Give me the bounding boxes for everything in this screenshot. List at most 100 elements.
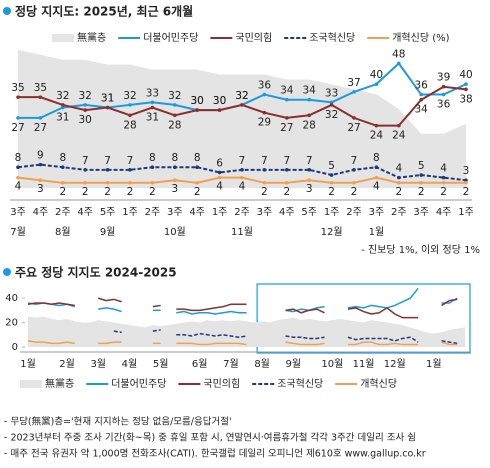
y-tick-label: 20 <box>5 318 18 329</box>
data-label: 4 <box>15 181 22 193</box>
x-tick-label: 4주 <box>279 207 295 218</box>
data-label: 31 <box>101 93 114 105</box>
data-label: 3 <box>171 183 178 195</box>
legend-label: 더불어민주당 <box>111 378 166 390</box>
x-tick-label: 4월 <box>122 358 138 370</box>
point <box>285 168 289 172</box>
point <box>217 108 222 112</box>
point <box>16 175 20 180</box>
point <box>262 92 267 97</box>
x-tick-label: 3주 <box>369 207 385 218</box>
y-tick-label: 40 <box>5 293 18 304</box>
x-tick-label: 2주 <box>391 207 407 218</box>
data-label: 31 <box>101 93 114 105</box>
line <box>152 304 161 308</box>
data-label: 7 <box>239 155 246 167</box>
data-label: 2 <box>82 186 89 198</box>
data-label: 32 <box>123 90 136 102</box>
point <box>128 181 132 185</box>
point <box>195 181 199 185</box>
point <box>150 100 155 105</box>
month-label: 9월 <box>100 226 116 238</box>
data-label: 32 <box>56 90 69 102</box>
data-label: 2 <box>395 186 402 198</box>
point <box>173 178 177 183</box>
point <box>150 165 155 170</box>
area <box>18 49 466 188</box>
highlight-box <box>256 283 471 354</box>
data-label: 2 <box>463 186 470 198</box>
point <box>397 175 401 180</box>
chart-title: 주요 정당 지지도 2024-2025 <box>15 265 177 280</box>
point <box>240 168 244 172</box>
legend-label: 無黨층 <box>77 31 106 44</box>
point <box>240 175 244 180</box>
data-label: 33 <box>146 87 159 99</box>
point <box>83 108 87 112</box>
note: - 2023년부터 주중 조사 기간(화~목) 중 휴일 포함 시, 연말연시·… <box>4 432 416 444</box>
point <box>441 181 446 185</box>
point <box>38 116 43 120</box>
legend-swatch <box>20 380 42 388</box>
point <box>352 116 356 120</box>
data-label: 24 <box>392 130 406 142</box>
x-tick-label: 2주 <box>55 207 71 218</box>
data-label: 38 <box>459 93 472 105</box>
data-label: 4 <box>440 163 447 175</box>
month-label: 7월 <box>10 226 26 238</box>
data-label: 27 <box>280 122 293 134</box>
legend-label: 더불어민주당 <box>143 32 198 44</box>
point <box>83 168 87 172</box>
data-label: 2 <box>440 186 447 198</box>
data-label: 35 <box>11 82 24 94</box>
data-label: 27 <box>347 122 360 134</box>
data-label: 7 <box>351 155 358 167</box>
point <box>262 181 267 185</box>
line <box>347 306 419 319</box>
line <box>285 335 325 340</box>
line <box>98 307 122 313</box>
x-tick-label: 4주 <box>436 207 452 218</box>
point <box>105 181 110 185</box>
x-tick-label: 3주 <box>167 207 183 218</box>
point <box>105 168 110 172</box>
data-label: 34 <box>303 85 317 97</box>
point <box>128 103 132 107</box>
point <box>374 165 379 170</box>
data-label: 3 <box>463 165 470 177</box>
x-tick-label: 3주 <box>257 207 273 218</box>
point <box>38 162 43 167</box>
point <box>419 97 424 102</box>
data-label: 28 <box>303 119 316 131</box>
point <box>352 168 356 172</box>
line <box>347 336 419 343</box>
note: - 매주 전국 유권자 약 1,000명 전화조사(CATI). 한국갤럽 데일… <box>4 448 426 460</box>
data-label: 24 <box>370 130 384 142</box>
x-tick-label: 1주 <box>458 207 474 218</box>
point <box>61 103 65 107</box>
data-label: 32 <box>79 90 92 102</box>
x-tick-label: 3월 <box>90 358 106 370</box>
data-label: 2 <box>261 186 268 198</box>
data-label: 34 <box>415 104 429 116</box>
point <box>285 181 289 185</box>
x-tick-label: 10월 <box>321 358 343 370</box>
line <box>441 298 458 307</box>
x-tick-label: 4주 <box>77 207 93 218</box>
data-label: 7 <box>306 155 313 167</box>
point <box>38 178 43 183</box>
data-label: 7 <box>82 155 89 167</box>
x-tick-label: 5주 <box>100 207 116 218</box>
point <box>217 170 222 175</box>
data-label: 28 <box>123 119 136 131</box>
point <box>173 165 177 170</box>
line <box>441 340 458 345</box>
x-tick-label: 4주 <box>33 207 49 218</box>
x-tick-label: 7월 <box>223 358 239 370</box>
data-label: 28 <box>168 119 181 131</box>
point <box>285 97 289 102</box>
data-label: 36 <box>258 80 272 92</box>
data-label: 4 <box>395 163 402 175</box>
data-label: 8 <box>15 152 22 164</box>
